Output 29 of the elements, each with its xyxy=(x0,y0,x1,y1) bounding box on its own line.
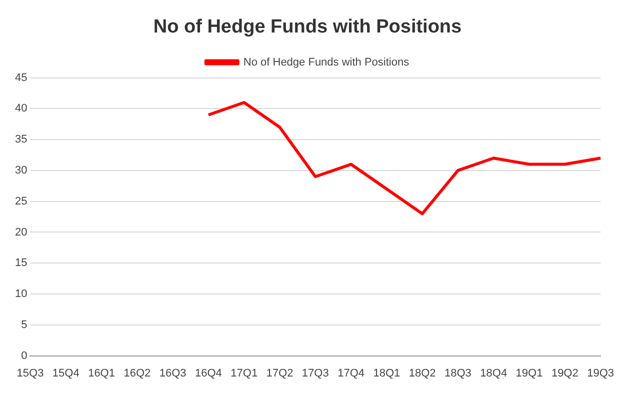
y-tick-label: 10 xyxy=(14,288,28,300)
chart-title: No of Hedge Funds with Positions xyxy=(153,16,462,38)
x-tick-label: 19Q2 xyxy=(551,367,578,380)
x-tick-label: 16Q3 xyxy=(159,367,186,380)
x-tick-label: 15Q4 xyxy=(52,367,80,380)
x-tick-label: 18Q1 xyxy=(373,367,400,380)
x-tick-label: 17Q3 xyxy=(302,367,329,380)
y-tick-label: 40 xyxy=(14,102,28,115)
x-tick-label: 18Q3 xyxy=(444,367,472,380)
x-tick-label: 15Q3 xyxy=(16,367,44,380)
x-tick-label: 19Q1 xyxy=(516,367,543,380)
y-tick-label: 5 xyxy=(21,318,28,331)
x-tick-label: 18Q4 xyxy=(480,367,508,380)
x-tick-label: 17Q4 xyxy=(338,367,364,380)
y-tick-label: 45 xyxy=(14,72,28,84)
x-tick-label: 19Q3 xyxy=(587,367,614,380)
x-tick-label: 17Q2 xyxy=(266,367,294,380)
legend-label: No of Hedge Funds with Positions xyxy=(243,56,410,68)
y-tick-label: 35 xyxy=(14,134,28,146)
x-tick-label: 16Q1 xyxy=(88,367,115,380)
x-tick-label: 16Q4 xyxy=(194,367,222,380)
x-tick-label: 17Q1 xyxy=(230,367,258,380)
x-tick-label: 18Q2 xyxy=(408,367,436,380)
x-tick-label: 16Q2 xyxy=(124,367,151,380)
y-tick-label: 20 xyxy=(14,226,28,238)
y-tick-label: 25 xyxy=(14,195,28,208)
y-tick-label: 0 xyxy=(21,350,28,362)
y-tick-label: 30 xyxy=(14,164,28,176)
y-tick-label: 15 xyxy=(14,257,28,270)
